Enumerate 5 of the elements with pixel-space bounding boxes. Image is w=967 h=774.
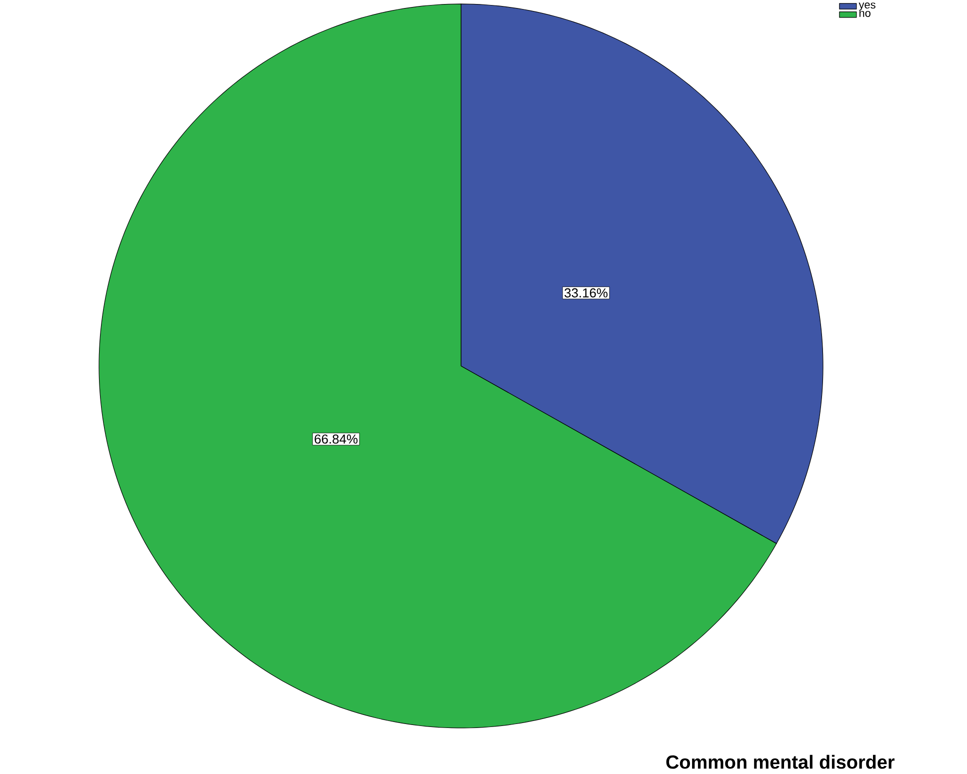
legend-label: no <box>859 10 870 17</box>
legend-label: yes <box>858 2 876 11</box>
data-label: 33.16% <box>564 288 608 298</box>
data-label: 66.84% <box>314 434 358 444</box>
text: Common mental disorder <box>666 754 894 769</box>
